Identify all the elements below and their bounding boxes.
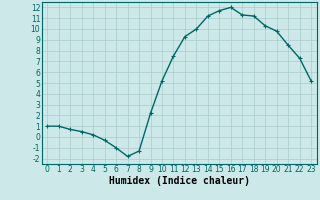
- X-axis label: Humidex (Indice chaleur): Humidex (Indice chaleur): [109, 176, 250, 186]
